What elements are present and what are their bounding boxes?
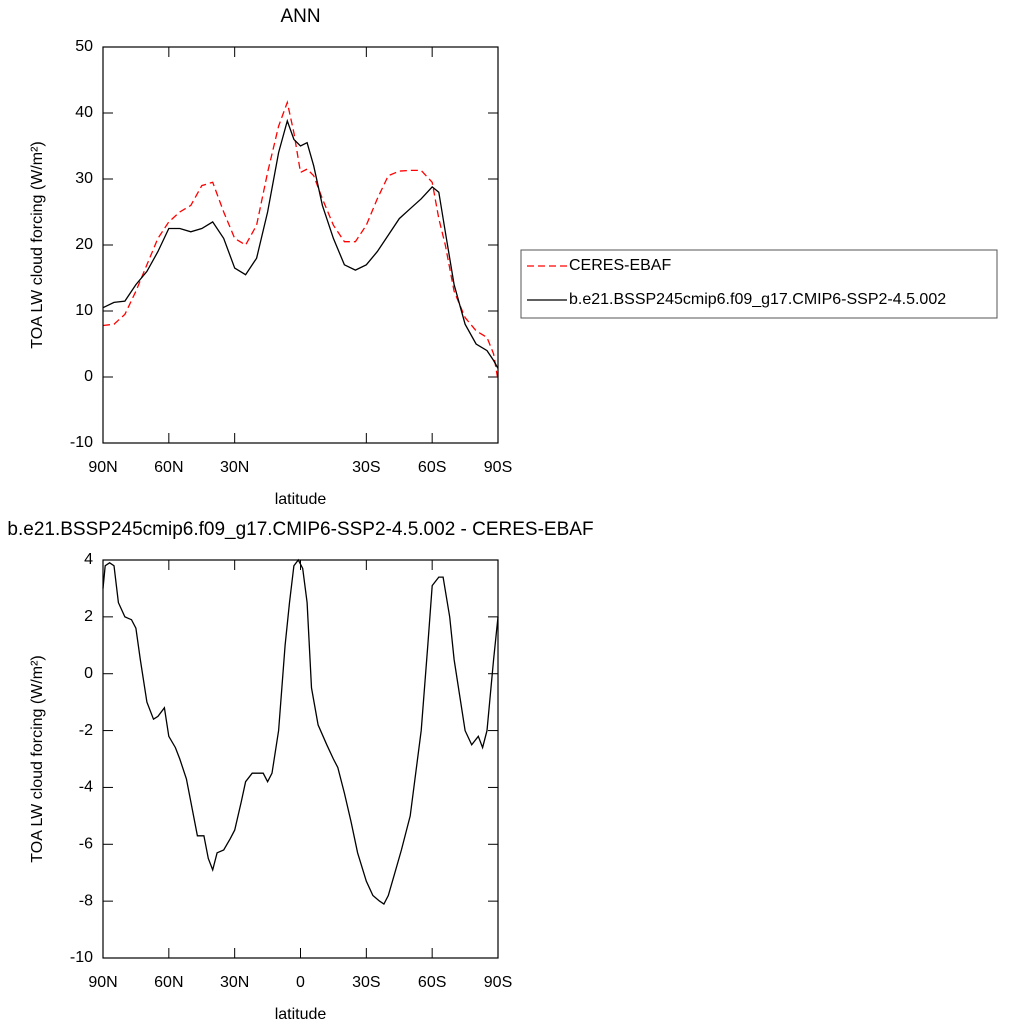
y-tick-label: -2 [79,722,93,739]
x-tick-label: 60N [154,974,183,991]
x-tick-label: 30N [220,974,249,991]
plot-frame [102,559,499,959]
y-tick-label: -4 [79,779,93,796]
y-tick-label: 50 [75,38,93,55]
x-tick-label: 90S [484,459,512,476]
plot-frame [102,46,499,444]
y-tick-label: 30 [75,170,93,187]
x-tick-label: 30S [352,459,380,476]
y-tick-label: 40 [75,104,93,121]
data-line [102,100,499,381]
x-tick-label: 90N [88,459,117,476]
legend-label: CERES-EBAF [569,257,671,274]
y-tick-label: -6 [79,836,93,853]
y-tick-label: 2 [84,608,93,625]
y-tick-label: -8 [79,892,93,909]
x-tick-label: 60S [418,974,446,991]
x-tick-label: 60N [154,459,183,476]
data-line [102,558,499,905]
y-tick-label: 10 [75,302,93,319]
y-tick-label: 0 [84,665,93,682]
y-axis-label: TOA LW cloud forcing (W/m²) [29,141,46,348]
x-axis-label: latitude [275,1006,327,1023]
x-tick-label: 0 [296,974,305,991]
y-tick-label: 4 [84,551,93,568]
x-tick-label: 30N [220,459,249,476]
x-tick-label: 90S [484,974,512,991]
chart-title: b.e21.BSSP245cmip6.f09_g17.CMIP6-SSP2-4.… [7,519,593,540]
y-tick-label: 0 [84,368,93,385]
x-tick-label: 60S [418,459,446,476]
y-tick-label: -10 [70,949,93,966]
y-tick-label: -10 [70,434,93,451]
y-tick-label: 20 [75,236,93,253]
x-tick-label: 90N [88,974,117,991]
legend-label: b.e21.BSSP245cmip6.f09_g17.CMIP6-SSP2-4.… [569,291,946,308]
legend: CERES-EBAF b.e21.BSSP245cmip6.f09_g17.CMI… [520,249,998,319]
y-axis-label: TOA LW cloud forcing (W/m²) [29,655,46,862]
legend-box [520,249,998,319]
x-axis-label: latitude [275,491,327,508]
chart-title: ANN [280,6,320,27]
data-line [102,118,499,369]
x-tick-label: 30S [352,974,380,991]
